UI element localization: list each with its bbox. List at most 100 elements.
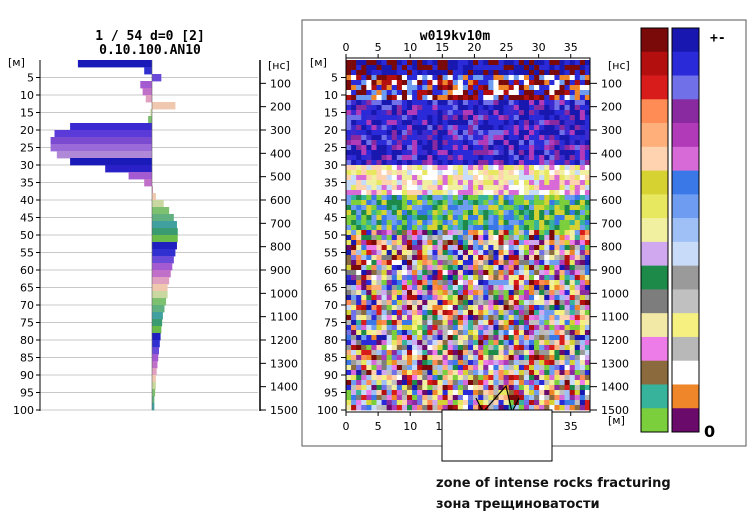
radargram-cell [544,215,550,221]
radargram-cell [468,220,474,226]
radargram-cell [407,360,413,366]
radargram-cell [513,85,520,91]
radargram-cell [442,315,448,321]
radargram-cell [462,225,469,231]
radargram-cell [564,380,570,386]
radargram-cell [534,170,540,176]
radargram-cell [534,155,540,161]
radargram-cell [513,255,520,261]
radargram-cell [549,280,555,286]
radargram-cell [396,355,403,361]
radargram-cell [361,300,367,306]
radargram-cell [488,370,494,376]
radargram-cell [396,90,403,96]
radargram-cell [432,375,438,381]
radargram-cell [371,250,377,256]
radargram-cell [407,165,413,171]
radargram-cell [442,190,448,196]
radargram-cell [554,295,560,301]
radargram-cell [498,180,504,186]
radargram-cell [417,185,423,191]
radargram-cell [447,320,454,326]
radargram-cell [462,280,469,286]
radargram-cell [407,325,413,331]
radargram-cell [346,85,352,91]
radargram-cell [356,210,362,216]
radargram-cell [544,155,550,161]
radargram-cell [356,245,362,251]
radargram-cell [574,255,581,261]
radargram-cell [427,200,433,206]
radargram-cell [366,130,372,136]
palette-swatch [641,408,668,433]
radargram-cell [396,215,403,221]
radargram-cell [534,90,540,96]
radargram-cell [584,140,591,146]
trace-amplitude-bar [152,193,156,201]
radargram-cell [523,245,530,251]
radargram-cell [351,165,357,171]
radargram-cell [554,215,560,221]
radargram-cell [417,80,423,86]
radargram-cell [523,280,530,286]
radargram-cell [432,140,438,146]
radargram-cell [569,90,576,96]
radargram-cell [508,265,515,271]
radargram-cell [371,260,377,266]
radargram-cell [488,255,494,261]
radargram-cell [569,195,576,201]
radargram-cell [417,95,423,101]
radargram-cell [554,115,560,121]
radargram-cell [442,405,448,411]
radargram-cell [549,140,555,146]
radargram-cell [351,320,357,326]
radargram-cell [427,285,433,291]
radargram-cell [447,190,454,196]
radargram-cell [513,95,520,101]
radargram-cell [407,145,413,151]
radargram-cell [437,355,443,361]
radargram-cell [518,155,525,161]
radargram-cell [503,210,509,216]
radargram-cell [559,325,565,331]
radargram-cell [579,105,586,111]
radargram-cell [574,360,581,366]
radargram-cell [488,385,494,391]
radargram-cell [346,300,352,306]
radargram-cell [396,210,403,216]
radargram-cell [412,320,418,326]
radargram-cell [396,155,403,161]
radargram-cell [356,60,362,66]
radargram-cell [554,330,560,336]
radargram-cell [407,95,413,101]
radargram-cell [346,345,352,351]
radargram-cell [442,200,448,206]
radargram-cell [407,250,413,256]
radargram-cell [417,260,423,266]
radargram-cell [356,65,362,71]
radargram-cell [539,200,545,206]
radargram-cell [381,255,387,261]
radargram-cell [462,390,469,396]
radargram-cell [584,310,591,316]
radargram-cell [346,245,352,251]
radargram-cell [523,220,530,226]
radargram-cell [508,215,515,221]
radargram-cell [508,85,515,91]
radargram-cell [437,65,443,71]
radargram-cell [351,290,357,296]
radargram-cell [417,320,423,326]
radargram-cell [462,215,469,221]
radargram-cell [523,310,530,316]
radargram-cell [396,60,403,66]
radargram-cell [483,155,489,161]
radargram-cell [534,220,540,226]
radargram-cell [468,320,474,326]
radargram-cell [508,70,515,76]
radargram-cell [361,305,367,311]
radargram-cell [503,390,509,396]
radargram-cell [371,205,377,211]
radargram-cell [391,185,398,191]
radargram-cell [351,405,357,411]
radargram-cell [386,85,393,91]
